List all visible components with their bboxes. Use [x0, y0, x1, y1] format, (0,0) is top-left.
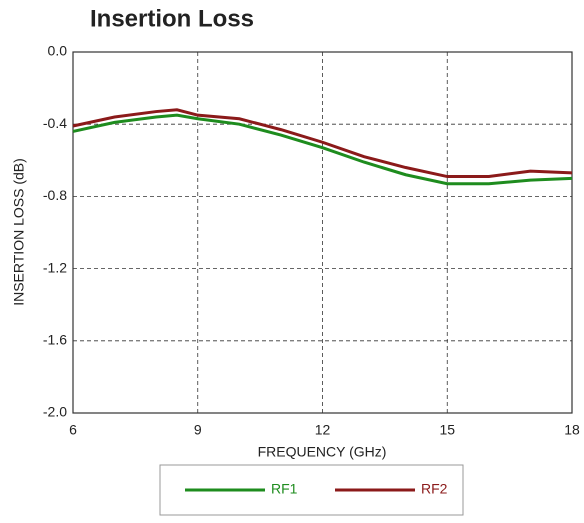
legend-label: RF1: [271, 481, 298, 497]
y-tick-label: -2.0: [43, 404, 67, 420]
series-line: [72, 108, 573, 179]
y-tick-label: 0.0: [48, 43, 68, 59]
series-line: [72, 113, 573, 186]
x-tick-label: 18: [564, 422, 580, 438]
x-tick-label: 15: [439, 422, 455, 438]
x-tick-label: 6: [69, 422, 77, 438]
y-tick-label: -0.4: [43, 115, 67, 131]
y-tick-label: -1.2: [43, 259, 67, 275]
x-axis-label: FREQUENCY (GHz): [258, 444, 387, 460]
x-tick-label: 12: [315, 422, 331, 438]
legend-label: RF2: [421, 481, 448, 497]
plot-frame: [72, 51, 573, 414]
x-tick-label: 9: [194, 422, 202, 438]
y-tick-label: -1.6: [43, 332, 67, 348]
chart-title: Insertion Loss: [90, 5, 254, 32]
y-axis-label: INSERTION LOSS (dB): [11, 158, 27, 306]
y-tick-label: -0.8: [43, 187, 67, 203]
